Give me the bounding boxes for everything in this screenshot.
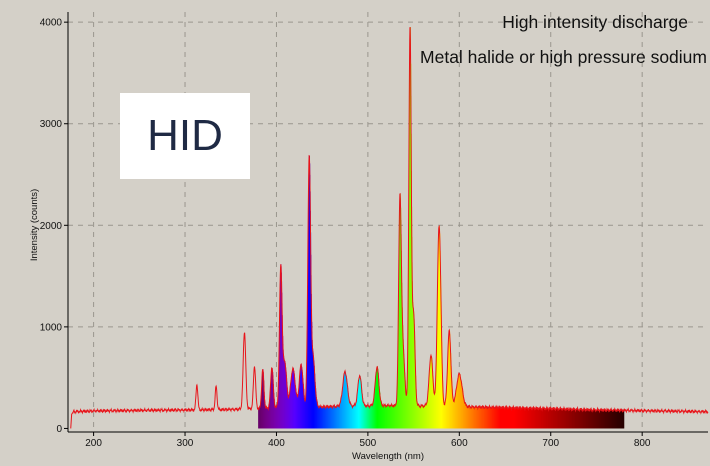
axes: [67, 12, 708, 433]
spectrum-line: [70, 27, 709, 429]
spectrum-fill-slice: [623, 410, 625, 429]
annotation-metal-halide: Metal halide or high pressure sodium: [420, 47, 707, 67]
x-tick-label: 300: [177, 438, 194, 449]
grid-lines: [68, 12, 708, 432]
spectrum-curve: [70, 27, 709, 429]
x-tick-label: 400: [268, 438, 285, 449]
hid-label-box: HID: [120, 93, 250, 179]
tick-marks: 200 300 400 500 600 700 800 0 1000 2000 3000 4000: [40, 18, 651, 449]
y-tick-label: 2000: [40, 221, 63, 232]
x-tick-label: 800: [634, 438, 651, 449]
plot-area: [68, 12, 708, 432]
y-tick-label: 4000: [40, 18, 63, 29]
y-axis-label: Intensity (counts): [29, 189, 40, 261]
x-tick-label: 200: [85, 438, 102, 449]
x-tick-label: 500: [360, 438, 377, 449]
x-tick-label: 700: [542, 438, 559, 449]
spectrum-fill: [258, 27, 625, 429]
x-tick-label: 600: [451, 438, 468, 449]
hid-label: HID: [147, 111, 223, 160]
y-tick-label: 1000: [40, 322, 63, 333]
y-tick-label: 3000: [40, 119, 63, 130]
y-tick-label: 0: [56, 424, 62, 435]
annotation-high-intensity-discharge: High intensity discharge: [502, 12, 688, 32]
x-axis-label: Wavelength (nm): [352, 451, 424, 462]
